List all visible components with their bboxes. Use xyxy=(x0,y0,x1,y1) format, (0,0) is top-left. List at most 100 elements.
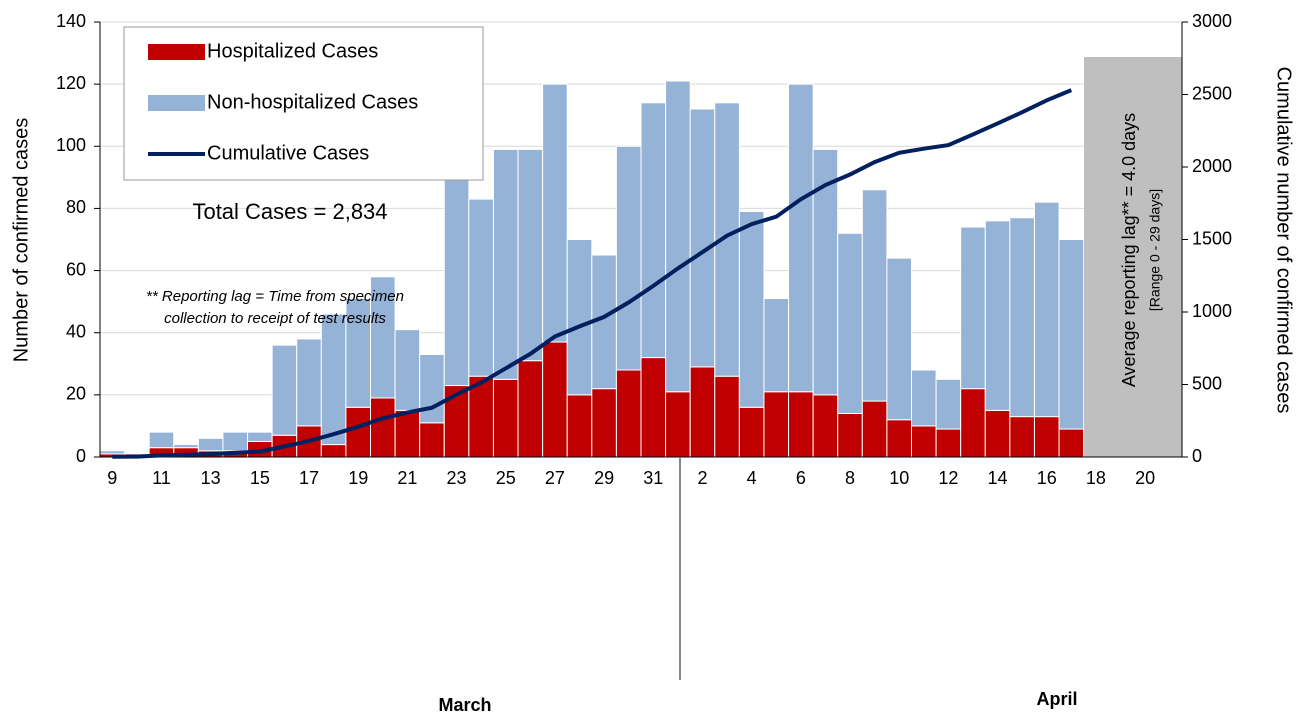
bar xyxy=(591,388,617,458)
bar xyxy=(911,425,937,458)
y2-axis-title: Cumulative number of confirmed cases xyxy=(1273,67,1295,414)
lag-text: Average reporting lag** = 4.0 days xyxy=(1119,113,1139,387)
y-tick-label: 40 xyxy=(66,321,86,341)
y-tick-label: 0 xyxy=(76,446,86,466)
bar xyxy=(665,80,691,393)
legend-label: Cumulative Cases xyxy=(207,142,369,164)
bar xyxy=(911,369,937,427)
bar xyxy=(689,366,716,458)
bar xyxy=(640,357,667,458)
x-tick-label: 4 xyxy=(747,468,757,488)
x-tick-label: 27 xyxy=(545,468,565,488)
bar xyxy=(394,329,421,411)
x-tick-label: 29 xyxy=(594,468,614,488)
bar xyxy=(935,428,962,458)
month-label: March xyxy=(438,695,491,715)
x-tick-label: 25 xyxy=(496,468,516,488)
x-tick-label: 15 xyxy=(250,468,270,488)
cumulative-line xyxy=(112,88,1073,459)
bar xyxy=(173,444,199,449)
bar xyxy=(788,391,814,458)
bar xyxy=(443,176,470,387)
bar xyxy=(566,394,593,458)
bar xyxy=(517,360,544,458)
bar xyxy=(788,83,814,393)
x-tick-label: 11 xyxy=(152,468,171,488)
bar xyxy=(566,239,593,396)
bar xyxy=(1033,201,1060,418)
bar xyxy=(837,232,863,414)
bar xyxy=(492,148,519,380)
bar xyxy=(763,391,790,458)
bar xyxy=(1058,239,1085,430)
bar xyxy=(640,102,667,359)
note: ** Reporting lag = Time from specimen xyxy=(146,288,404,305)
bar xyxy=(197,437,224,452)
lag-shade xyxy=(1084,57,1182,457)
bar xyxy=(960,226,986,390)
x-tick-label: 20 xyxy=(1135,468,1155,488)
x-tick-label: 18 xyxy=(1086,468,1106,488)
x-tick-label: 21 xyxy=(397,468,417,488)
bar xyxy=(320,444,347,458)
y2-tick-label: 2500 xyxy=(1192,83,1232,103)
bar xyxy=(861,400,888,458)
x-tick-label: 2 xyxy=(697,468,707,488)
y-tick-label: 140 xyxy=(56,11,86,31)
x-tick-label: 12 xyxy=(938,468,958,488)
bar xyxy=(394,409,421,458)
month-label: April xyxy=(1036,689,1077,709)
legend-swatch xyxy=(148,44,205,60)
y-tick-label: 100 xyxy=(56,135,86,155)
x-tick-label: 8 xyxy=(845,468,855,488)
bar xyxy=(763,298,790,393)
bar xyxy=(615,145,642,371)
bar xyxy=(542,83,568,343)
bar xyxy=(542,341,568,458)
bar xyxy=(886,419,913,458)
bar xyxy=(468,198,494,377)
x-tick-label: 23 xyxy=(447,468,467,488)
y-tick-label: 80 xyxy=(66,197,86,217)
legend-swatch xyxy=(148,95,205,111)
bar xyxy=(960,388,986,458)
bar xyxy=(861,189,888,402)
y2-tick-label: 1000 xyxy=(1192,301,1232,321)
legend-label: Non-hospitalized Cases xyxy=(207,91,418,113)
bar xyxy=(984,409,1011,458)
bar xyxy=(296,338,322,427)
bar xyxy=(345,406,371,458)
bar xyxy=(370,397,396,458)
bar xyxy=(492,378,519,458)
bar xyxy=(738,211,765,408)
y2-tick-label: 1500 xyxy=(1192,228,1232,248)
x-tick-label: 9 xyxy=(107,468,117,488)
y2-tick-label: 3000 xyxy=(1192,11,1232,31)
bar xyxy=(886,257,913,421)
bar xyxy=(247,431,273,442)
y2-tick-label: 500 xyxy=(1192,373,1222,393)
x-tick-label: 14 xyxy=(988,468,1008,488)
bar xyxy=(1058,428,1085,458)
x-tick-label: 19 xyxy=(348,468,368,488)
note: collection to receipt of test results xyxy=(164,310,386,327)
bar xyxy=(837,413,863,458)
bar xyxy=(935,378,962,430)
y-tick-label: 120 xyxy=(56,73,86,93)
bar xyxy=(271,344,298,436)
y2-tick-label: 2000 xyxy=(1192,156,1232,176)
bar xyxy=(984,220,1011,411)
bar xyxy=(148,431,175,449)
x-tick-label: 6 xyxy=(796,468,806,488)
bar xyxy=(419,353,445,424)
y-tick-label: 60 xyxy=(66,259,86,279)
bar xyxy=(615,369,642,458)
bar xyxy=(345,298,371,408)
bar xyxy=(665,391,691,458)
bar xyxy=(1009,217,1035,418)
bar xyxy=(320,313,347,446)
bar xyxy=(517,148,544,362)
range-text: [Range 0 - 29 days] xyxy=(1147,189,1163,311)
x-tick-label: 13 xyxy=(201,468,221,488)
